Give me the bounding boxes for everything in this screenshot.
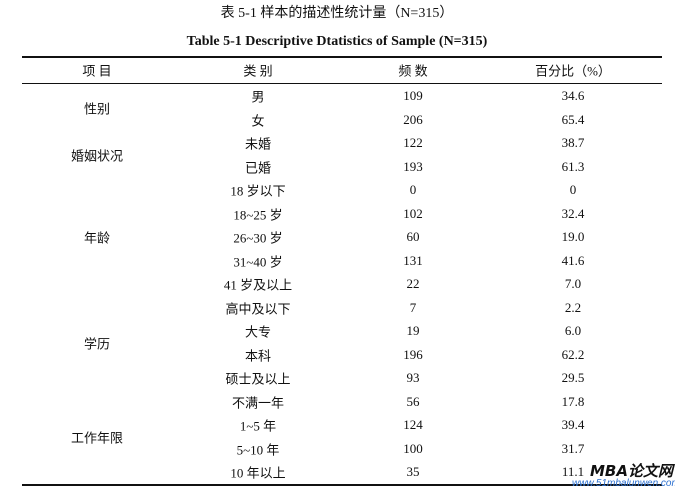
percent-cell: 7.0	[564, 276, 582, 291]
category-cell: 10 年以上	[230, 465, 286, 481]
count-cell: 19	[406, 323, 420, 338]
watermark-url: www.51mbalunwen.com	[572, 478, 675, 489]
header-cell: 频 数	[398, 63, 428, 79]
percent-cell: 65.4	[561, 111, 585, 127]
category-cell: 高中及以下	[225, 301, 291, 316]
percent-cell: 29.5	[561, 370, 585, 385]
percent-cell: 62.2	[561, 346, 585, 362]
percent-cell: 38.7	[561, 135, 585, 150]
count-cell: 93	[406, 370, 420, 385]
count-cell: 193	[403, 158, 423, 174]
group-label: 年龄	[83, 230, 111, 246]
count-cell: 22	[406, 276, 420, 291]
category-cell: 18~25 岁	[233, 207, 283, 222]
category-cell: 大专	[244, 324, 272, 340]
group-label: 婚姻状况	[70, 148, 124, 164]
category-cell: 5~10 年	[236, 442, 280, 457]
percent-cell: 41.6	[561, 252, 585, 268]
count-cell: 100	[403, 440, 423, 456]
percent-cell: 0	[569, 182, 577, 197]
category-cell: 女	[251, 113, 265, 128]
bottom-rule	[22, 484, 662, 486]
percent-cell: 39.4	[561, 417, 585, 432]
category-cell: 不满一年	[231, 395, 285, 410]
count-cell: 0	[409, 182, 417, 197]
category-cell: 1~5 年	[239, 418, 277, 434]
percent-cell: 19.0	[561, 229, 585, 244]
category-cell: 硕士及以上	[225, 371, 291, 387]
group-label: 学历	[83, 336, 111, 352]
category-cell: 男	[251, 89, 265, 105]
count-cell: 60	[406, 229, 420, 244]
group-label: 性别	[83, 101, 111, 117]
category-cell: 26~30 岁	[233, 230, 283, 246]
percent-cell: 11.1	[561, 464, 585, 479]
percent-cell: 61.3	[561, 158, 585, 174]
percent-cell: 17.8	[561, 393, 585, 409]
category-cell: 31~40 岁	[233, 254, 283, 269]
count-cell: 56	[406, 393, 420, 409]
percent-cell: 6.0	[564, 323, 582, 338]
category-cell: 本科	[244, 348, 272, 363]
category-cell: 未婚	[244, 136, 272, 152]
header-rule	[22, 83, 662, 84]
watermark-brand: MBA论文网	[590, 462, 673, 480]
percent-cell: 32.4	[561, 205, 585, 221]
percent-cell: 2.2	[564, 299, 582, 315]
count-cell: 196	[403, 346, 423, 362]
top-rule	[22, 56, 662, 58]
percent-cell: 34.6	[561, 88, 585, 103]
percent-cell: 31.7	[561, 440, 585, 456]
subtitle: Table 5-1 Descriptive Dtatistics of Samp…	[186, 34, 488, 49]
count-cell: 124	[403, 417, 423, 432]
count-cell: 7	[409, 299, 417, 315]
category-cell: 已婚	[244, 160, 272, 175]
header-cell: 类 别	[243, 63, 273, 79]
count-cell: 35	[406, 464, 420, 479]
header-cell: 百分比（%）	[535, 63, 611, 79]
category-cell: 41 岁及以上	[223, 277, 293, 293]
header-cell: 项 目	[82, 63, 112, 79]
count-cell: 206	[403, 111, 423, 127]
count-cell: 131	[403, 252, 423, 268]
title: 表 5-1 样本的描述性统计量（N=315）	[220, 6, 454, 21]
category-cell: 18 岁以下	[230, 183, 286, 199]
group-label: 工作年限	[70, 430, 124, 446]
count-cell: 122	[403, 135, 423, 150]
count-cell: 102	[403, 205, 423, 221]
count-cell: 109	[403, 88, 423, 103]
